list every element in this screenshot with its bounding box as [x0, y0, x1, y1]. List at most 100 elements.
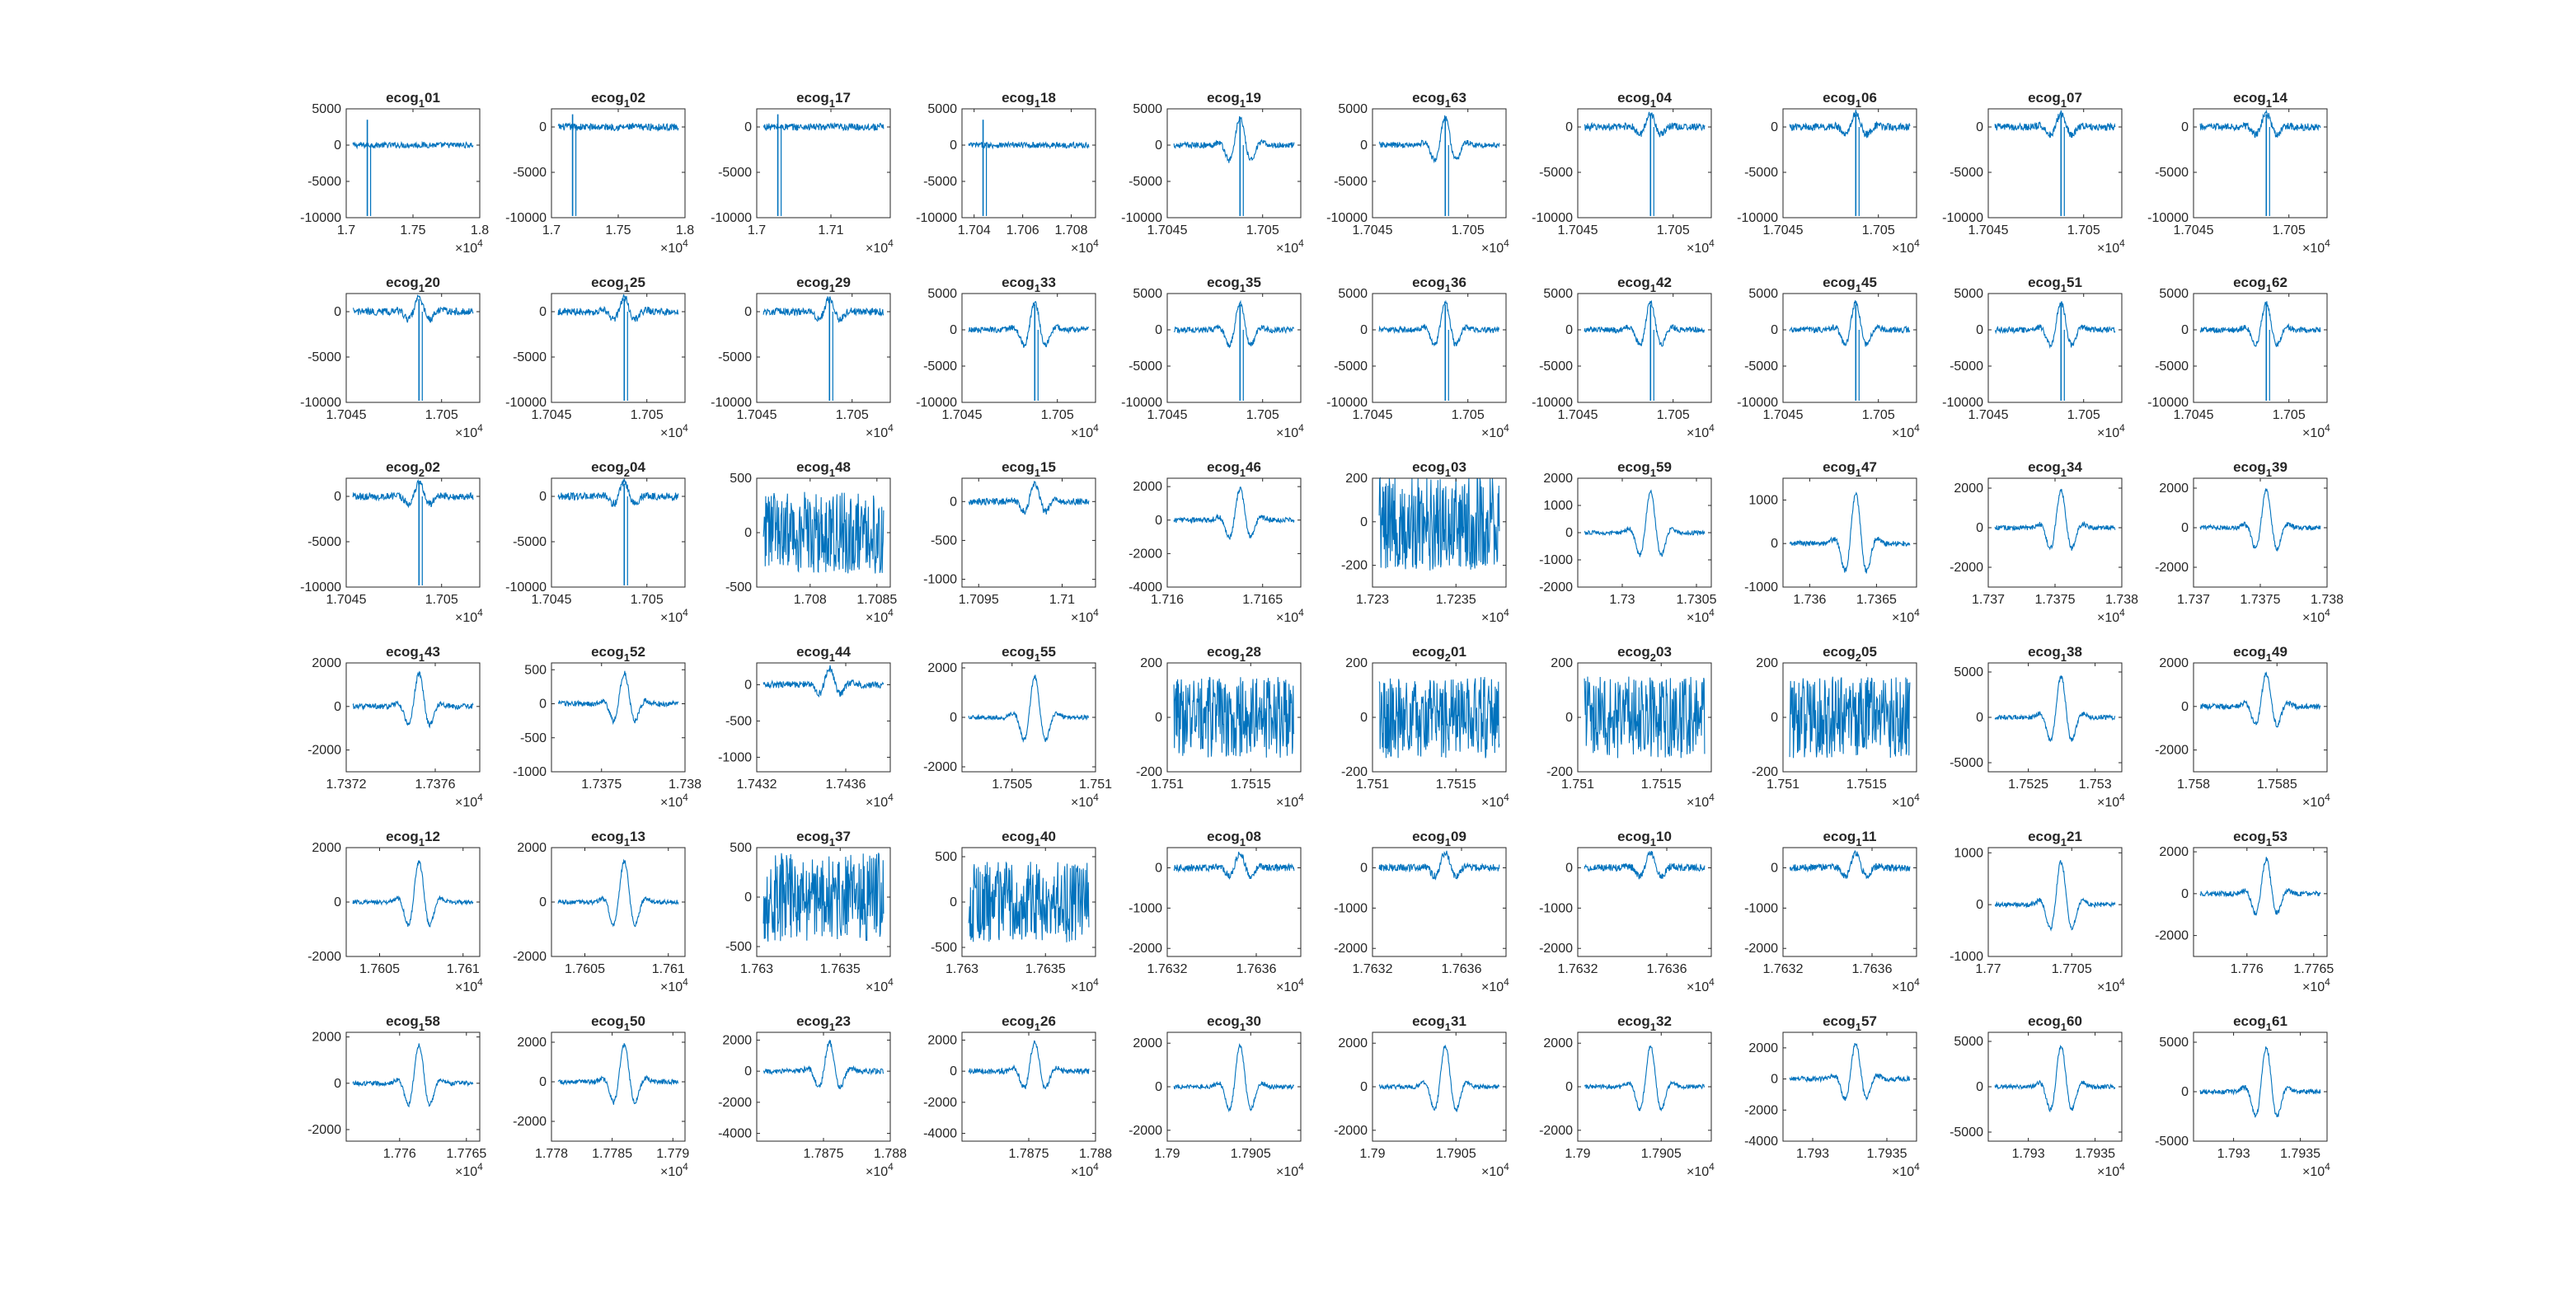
y-tick-label: 0 — [1771, 323, 1778, 337]
x-tick-label: 1.7045 — [326, 408, 367, 422]
y-tick-label: 2000 — [1133, 480, 1162, 494]
y-tick-label: 2000 — [1338, 1036, 1368, 1050]
signal-trace — [2199, 301, 2321, 347]
x-tick-label: 1.7515 — [1846, 778, 1887, 792]
y-tick-label: 500 — [524, 663, 547, 677]
signal-trace — [968, 861, 1090, 942]
subplot-title: ecog128 — [1207, 644, 1261, 664]
y-tick-label: -200 — [1136, 765, 1162, 779]
x-tick-label: 1.7372 — [326, 778, 367, 792]
x-tick-label: 1.71 — [1049, 593, 1075, 607]
x-tick-label: 1.7635 — [1025, 962, 1066, 976]
subplot-ecog-1-30: 2000 0 -2000 1.79 1.7905 ×104 ecog130 — [1128, 1013, 1304, 1179]
signal-trace — [1174, 299, 1295, 349]
signal-trace — [1173, 116, 1295, 163]
y-tick-label: 0 — [2181, 887, 2189, 901]
x-tick-label: 1.7045 — [2174, 223, 2214, 237]
subplot-title: ecog108 — [1207, 829, 1261, 848]
y-tick-label: 0 — [539, 490, 547, 504]
x-tick-label: 1.705 — [1862, 223, 1895, 237]
subplot-title: ecog103 — [1412, 459, 1466, 479]
signal-trace — [1789, 676, 1911, 759]
y-tick-label: 0 — [1360, 711, 1368, 725]
y-tick-label: 0 — [1771, 711, 1778, 725]
subplot-title: ecog125 — [591, 275, 645, 294]
x-tick-label: 1.793 — [1796, 1147, 1829, 1161]
y-tick-label: 0 — [334, 1077, 341, 1091]
x-exponent-label: ×104 — [1276, 237, 1304, 256]
axes-box — [1577, 108, 1712, 219]
subplot-title: ecog149 — [2233, 644, 2287, 664]
x-exponent-label: ×104 — [1276, 422, 1304, 440]
y-tick-label: -4000 — [1128, 580, 1162, 594]
y-tick-label: 0 — [744, 1064, 752, 1078]
axes-box — [1987, 477, 2123, 588]
axes-box — [551, 1031, 686, 1142]
x-exponent-label: ×104 — [2302, 792, 2330, 810]
subplot-ecog-1-34: 2000 0 -2000 1.737 1.7375 1.738×104 ecog134 — [1950, 459, 2138, 625]
subplot-ecog-1-44: 0 -500 -1000 1.7432 1.7436×104 ecog144 — [718, 644, 894, 810]
y-tick-label: -5000 — [1950, 166, 1983, 180]
y-tick-label: 0 — [539, 1075, 547, 1089]
x-exponent-label: ×104 — [1687, 607, 1715, 625]
x-exponent-label: ×104 — [2302, 976, 2330, 994]
x-exponent-label: ×104 — [455, 976, 483, 994]
y-tick-label: -500 — [725, 580, 752, 594]
x-tick-label: 1.7632 — [1147, 962, 1188, 976]
subplot-title: ecog123 — [796, 1013, 851, 1033]
x-exponent-label: ×104 — [1892, 237, 1920, 256]
x-tick-label: 1.708 — [794, 593, 827, 607]
y-tick-label: -10000 — [1737, 211, 1778, 225]
y-tick-label: -2000 — [1744, 1103, 1778, 1117]
subplot-title: ecog163 — [1412, 90, 1466, 110]
axes-box — [756, 847, 891, 957]
y-tick-label: 500 — [730, 472, 752, 486]
x-tick-label: 1.7935 — [1867, 1147, 1907, 1161]
x-tick-label: 1.7 — [542, 223, 561, 237]
signal-trace — [1789, 850, 1911, 880]
y-tick-label: 2000 — [517, 841, 547, 855]
x-exponent-label: ×104 — [1276, 792, 1304, 810]
y-tick-label: 0 — [334, 490, 341, 504]
x-tick-label: 1.738 — [669, 778, 701, 792]
subplot-title: ecog119 — [1207, 90, 1261, 110]
x-exponent-label: ×104 — [1481, 1161, 1509, 1179]
signal-trace — [352, 140, 474, 150]
y-tick-label: -5000 — [1539, 166, 1573, 180]
y-tick-label: -500 — [725, 714, 752, 728]
subplot-ecog-1-47: 1000 0 -1000 1.736 1.7365×104 ecog147 — [1744, 459, 1920, 625]
x-tick-label: 1.705 — [2273, 408, 2306, 422]
y-tick-label: -10000 — [2147, 211, 2189, 225]
axes-box — [345, 662, 481, 773]
x-exponent-label: ×104 — [1071, 792, 1099, 810]
y-tick-label: 200 — [1551, 656, 1573, 670]
axes-box — [1166, 293, 1302, 403]
axes-box — [961, 1031, 1096, 1142]
signal-trace — [968, 1040, 1090, 1090]
y-tick-label: -1000 — [1128, 901, 1162, 915]
y-tick-label: 0 — [950, 895, 957, 909]
x-tick-label: 1.705 — [1246, 408, 1279, 422]
subplot-title: ecog109 — [1412, 829, 1466, 848]
subplot-ecog-1-31: 2000 0 -2000 1.79 1.7905 ×104 ecog131 — [1334, 1013, 1509, 1179]
subplot-title: ecog130 — [1207, 1013, 1261, 1033]
y-tick-label: -500 — [931, 533, 957, 547]
x-tick-label: 1.758 — [2177, 778, 2210, 792]
x-tick-label: 1.705 — [1452, 408, 1485, 422]
signal-trace — [1378, 850, 1500, 881]
x-tick-label: 1.7632 — [1763, 962, 1804, 976]
y-tick-label: -5000 — [1950, 1125, 1983, 1140]
x-exponent-label: ×104 — [866, 422, 894, 440]
axes-box — [1166, 477, 1302, 588]
y-tick-label: 5000 — [312, 102, 341, 116]
subplot-title: ecog136 — [1412, 275, 1466, 294]
signal-trace — [1378, 299, 1500, 347]
signal-trace — [1789, 491, 1911, 574]
signal-trace — [2199, 487, 2321, 552]
